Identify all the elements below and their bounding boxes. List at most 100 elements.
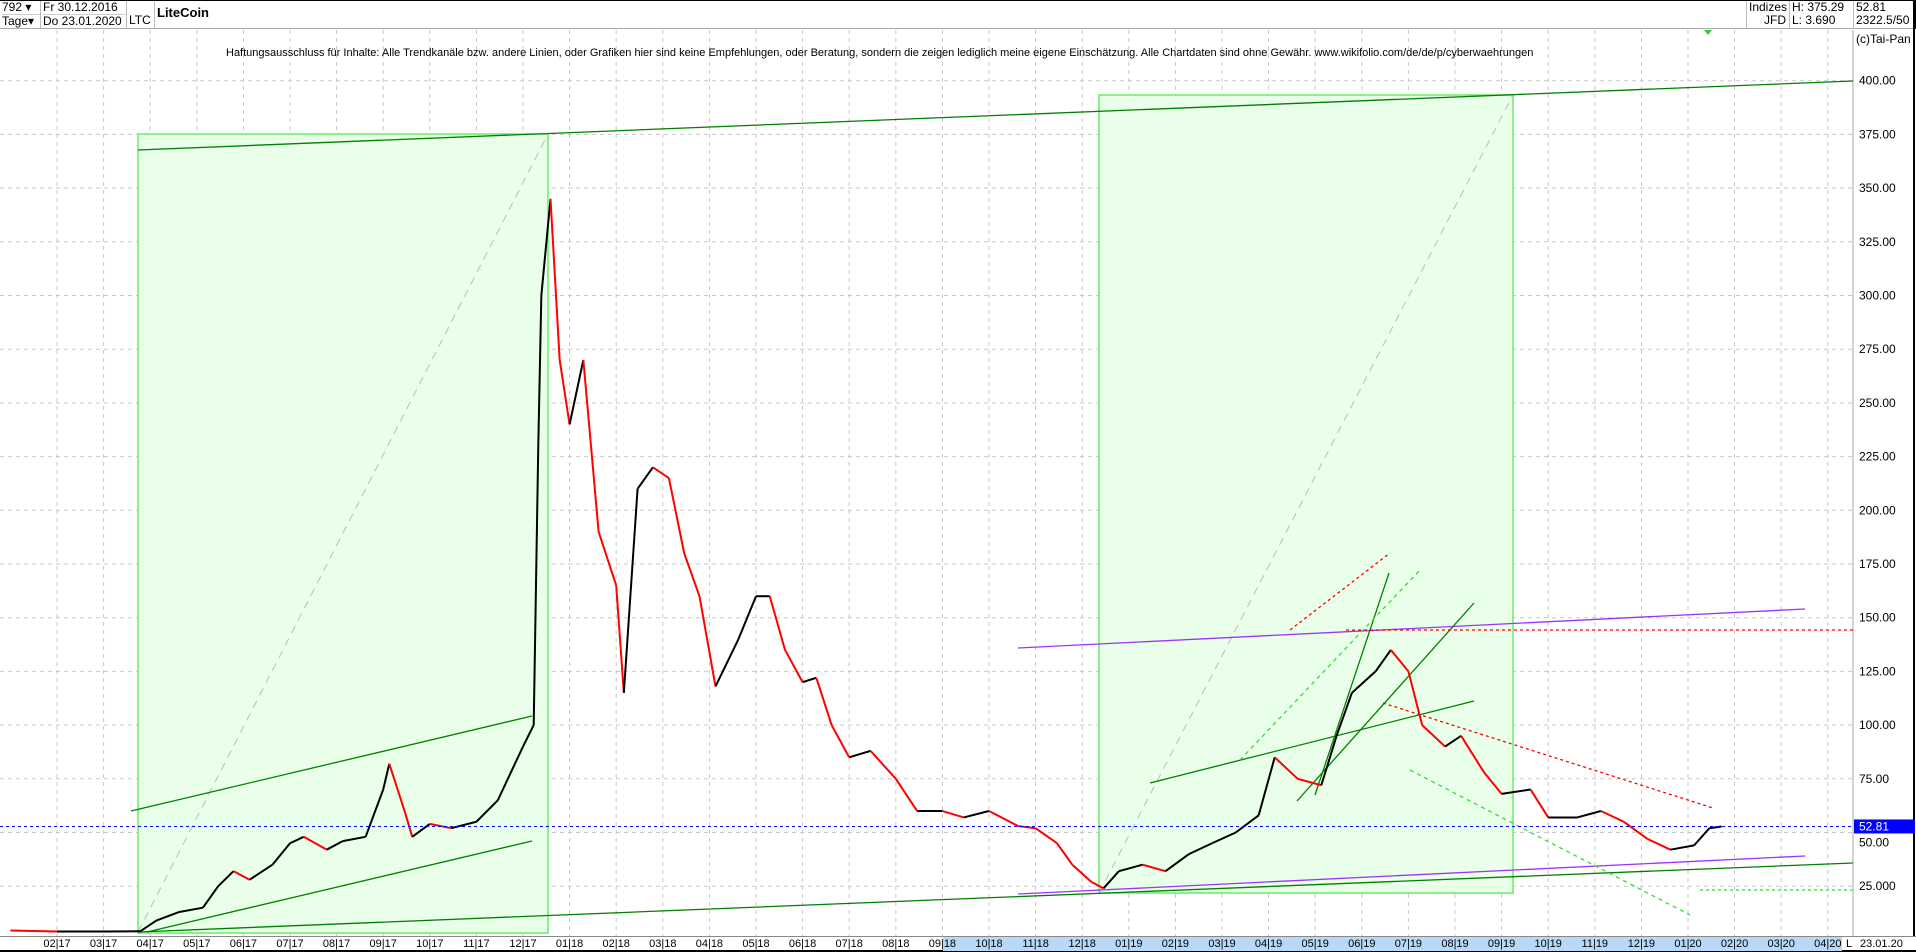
price-segment <box>615 585 625 693</box>
price-segment <box>179 906 204 913</box>
price-segment <box>289 835 305 845</box>
period-dropdown[interactable]: Tage▾ <box>2 14 35 28</box>
x-tick-label: 08|18 <box>882 938 910 950</box>
date-from[interactable]: Fr 30.12.2016 <box>43 1 126 15</box>
x-tick-label: 10|18 <box>975 938 1003 950</box>
x-tick-label: 01|20 <box>1674 938 1702 950</box>
y-tick-label: 225.00 <box>1859 450 1896 464</box>
price-segment <box>1297 777 1322 787</box>
price-segment <box>1421 724 1446 748</box>
price-segment <box>1576 810 1602 819</box>
price-segment <box>830 724 851 758</box>
y-tick-label: 125.00 <box>1859 664 1896 678</box>
price-segment <box>963 810 990 819</box>
x-tick-label: 02|19 <box>1161 938 1190 950</box>
price-segment <box>737 595 757 640</box>
date-to[interactable]: Do 23.01.2020 <box>43 14 122 28</box>
price-segment <box>1164 853 1190 872</box>
price-segment <box>1274 756 1299 780</box>
price-segment <box>522 724 535 748</box>
x-tick-label: 10|19 <box>1534 938 1562 950</box>
price-segment <box>558 359 571 425</box>
price-segment <box>714 638 740 687</box>
exchange-group: Indizes <box>1749 0 1788 14</box>
price-segment <box>326 840 344 851</box>
diagonal-line <box>137 133 549 933</box>
x-tick-label: 07|17 <box>276 938 304 950</box>
y-tick-label: 175.00 <box>1859 557 1896 571</box>
price-segment <box>1460 735 1485 773</box>
y-tick-label: 150.00 <box>1859 611 1896 625</box>
price-segment <box>217 870 235 887</box>
price-segment <box>1102 870 1120 890</box>
x-tick-label: 04|19 <box>1254 938 1283 950</box>
price-segment <box>537 295 543 446</box>
price-segment <box>271 842 291 866</box>
x-tick-label: 09|17 <box>369 938 397 950</box>
price-segment <box>988 810 1019 827</box>
scale-value: 2322.5/50 <box>1856 13 1910 27</box>
price-segment <box>1623 820 1649 840</box>
price-segment <box>403 810 414 838</box>
x-tick-label: 03|20 <box>1767 938 1795 950</box>
price-segment <box>1444 735 1462 748</box>
price-segment <box>636 466 654 490</box>
price-segment <box>155 911 180 922</box>
x-tick-label: 12|17 <box>509 938 537 950</box>
last-price-label: 52.81 <box>1859 819 1889 833</box>
x-tick-label: 05|18 <box>742 938 770 950</box>
y-tick-label: 375.00 <box>1859 127 1896 141</box>
chart-header: 792 ▾ Tage▾ Fr 30.12.2016 Do 23.01.2020 … <box>0 0 1916 29</box>
price-segment <box>450 820 477 830</box>
price-segment <box>597 531 618 586</box>
price-segment <box>232 870 250 881</box>
y-tick-label: 275.00 <box>1859 342 1896 356</box>
x-tick-label: 03|18 <box>649 938 677 950</box>
trendline <box>1017 608 1806 649</box>
count-cell[interactable]: 792 ▾ Tage▾ <box>0 1 41 29</box>
price-segment <box>1529 789 1550 818</box>
price-segment <box>667 477 686 554</box>
x-tick-label: 03|17 <box>89 938 118 950</box>
time-axis[interactable]: L 23.01.20 02|17 03|17 04|17 05|17 06|17 07|1… <box>0 936 1916 952</box>
price-segment <box>139 919 157 933</box>
price-segment <box>1335 692 1353 737</box>
price-segment <box>1670 844 1695 851</box>
date-range[interactable]: Fr 30.12.2016 Do 23.01.2020 <box>41 1 127 29</box>
price-segment <box>1693 827 1711 847</box>
x-tick-label: 06|17 <box>229 938 258 950</box>
x-tick-label: 10|17 <box>416 938 444 950</box>
disclaimer: Haftungsausschluss für Inhalte: Alle Tre… <box>226 47 1534 59</box>
price-segment <box>698 596 717 687</box>
price-segment <box>540 198 552 296</box>
copyright: (c)Tai-Pan <box>1856 32 1911 46</box>
price-segment <box>1709 825 1722 830</box>
trendline <box>130 715 533 812</box>
y-tick-label: 300.00 <box>1859 289 1896 303</box>
x-tick-label: 04|17 <box>136 938 164 950</box>
x-tick-label: 05|19 <box>1301 938 1329 950</box>
x-tick-label: 02|17 <box>43 938 71 950</box>
price-segment <box>1374 649 1392 672</box>
price-segment <box>475 799 499 823</box>
price-segment <box>1056 842 1074 866</box>
scale-mode[interactable]: L <box>1846 938 1853 950</box>
x-tick-label: 12|19 <box>1627 938 1656 950</box>
price-segment <box>1600 810 1625 823</box>
x-tick-label: 03|19 <box>1208 938 1236 950</box>
count-dropdown[interactable]: 792 ▾ <box>2 1 40 15</box>
y-tick-label: 325.00 <box>1859 235 1896 249</box>
y-tick-label: 350.00 <box>1859 181 1896 195</box>
price-segment <box>1211 831 1237 845</box>
price-segment <box>622 488 639 693</box>
price-segment <box>1071 863 1093 883</box>
y-tick-label: 75.00 <box>1859 772 1889 786</box>
x-tick-label: 12|18 <box>1068 938 1096 950</box>
price-segment <box>848 749 871 759</box>
exchange: JFD <box>1764 13 1786 27</box>
price-segment <box>652 466 670 479</box>
marker-triangle-icon <box>1704 30 1712 35</box>
x-tick-label: 07|19 <box>1394 938 1423 950</box>
price-segment <box>802 676 817 684</box>
